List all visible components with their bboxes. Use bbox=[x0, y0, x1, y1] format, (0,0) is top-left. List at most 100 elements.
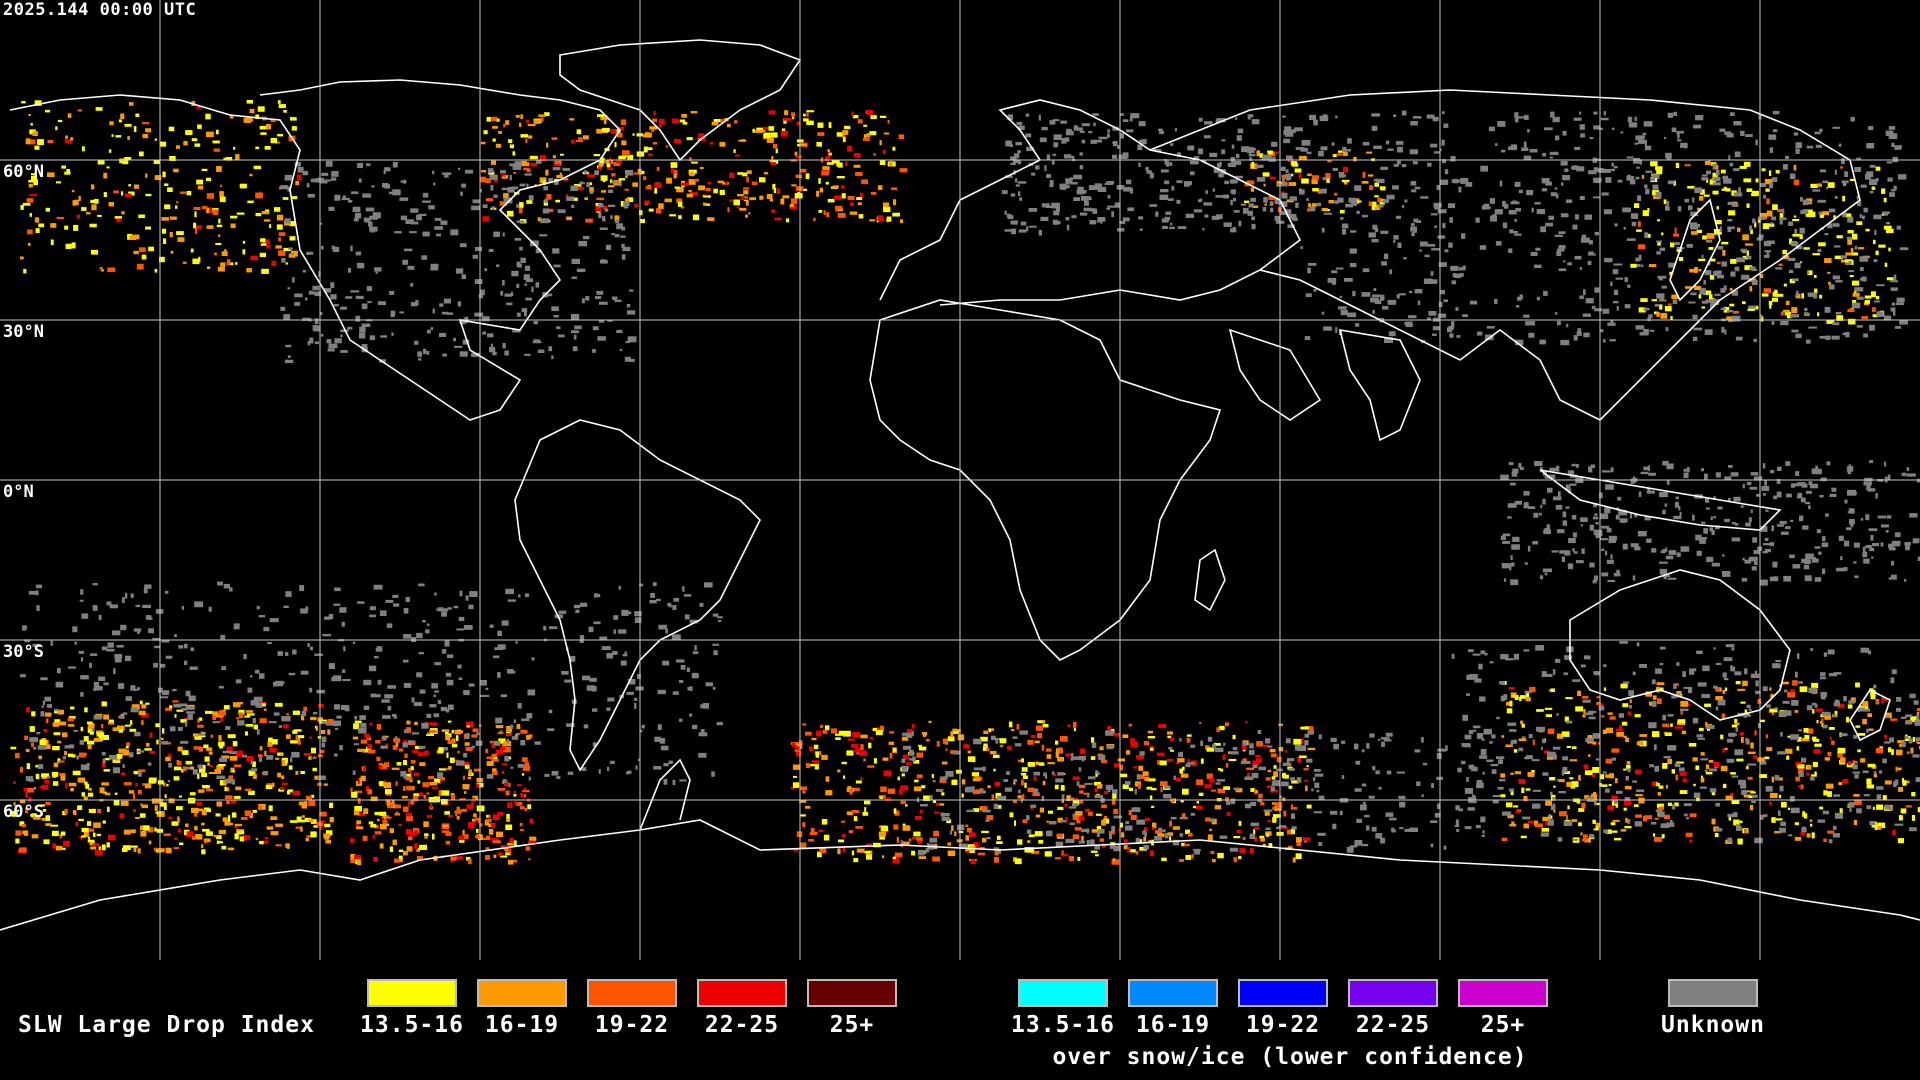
unknown-cloud-pixel bbox=[1863, 558, 1870, 564]
unknown-cloud-pixel bbox=[1598, 705, 1605, 711]
slw-cloud-pixel bbox=[1167, 735, 1172, 739]
unknown-cloud-pixel bbox=[1502, 222, 1508, 229]
slw-cloud-pixel bbox=[406, 816, 413, 822]
unknown-cloud-pixel bbox=[1664, 503, 1667, 507]
unknown-cloud-pixel bbox=[1354, 185, 1362, 191]
unknown-cloud-pixel bbox=[1583, 332, 1590, 338]
slw-cloud-pixel bbox=[1635, 814, 1642, 818]
unknown-cloud-pixel bbox=[419, 689, 426, 694]
slw-cloud-pixel bbox=[1675, 162, 1680, 169]
slw-cloud-pixel bbox=[149, 732, 153, 738]
slw-cloud-pixel bbox=[817, 852, 821, 855]
unknown-cloud-pixel bbox=[1912, 754, 1920, 758]
slw-cloud-pixel bbox=[529, 836, 537, 841]
slw-cloud-pixel bbox=[173, 766, 182, 771]
unknown-cloud-pixel bbox=[1754, 559, 1758, 565]
unknown-cloud-pixel bbox=[1408, 315, 1417, 319]
unknown-cloud-pixel bbox=[1409, 290, 1413, 294]
slw-cloud-pixel bbox=[772, 144, 778, 149]
unknown-cloud-pixel bbox=[1093, 139, 1103, 143]
unknown-cloud-pixel bbox=[1693, 792, 1701, 798]
slw-cloud-pixel bbox=[278, 237, 281, 242]
unknown-cloud-pixel bbox=[1525, 755, 1533, 760]
unknown-cloud-pixel bbox=[1895, 302, 1904, 306]
slw-cloud-pixel bbox=[41, 817, 47, 821]
unknown-cloud-pixel bbox=[1789, 796, 1795, 802]
slw-cloud-pixel bbox=[1730, 772, 1736, 775]
unknown-cloud-pixel bbox=[1038, 114, 1041, 121]
slw-cloud-pixel bbox=[822, 729, 828, 734]
slw-cloud-pixel bbox=[1870, 689, 1876, 696]
unknown-cloud-pixel bbox=[1665, 152, 1672, 159]
unknown-cloud-pixel bbox=[1649, 329, 1655, 332]
slw-cloud-pixel bbox=[268, 805, 273, 812]
unknown-cloud-pixel bbox=[556, 776, 561, 779]
slw-cloud-pixel bbox=[296, 816, 302, 821]
slw-cloud-pixel bbox=[1769, 304, 1772, 309]
slw-cloud-pixel bbox=[681, 114, 687, 118]
unknown-cloud-pixel bbox=[1122, 119, 1129, 122]
slw-cloud-pixel bbox=[769, 160, 772, 163]
slw-cloud-pixel bbox=[506, 726, 513, 732]
slw-cloud-pixel bbox=[232, 769, 235, 773]
slw-cloud-pixel bbox=[509, 838, 514, 843]
slw-cloud-pixel bbox=[206, 788, 214, 792]
unknown-cloud-pixel bbox=[1861, 215, 1865, 220]
slw-cloud-pixel bbox=[1750, 804, 1754, 811]
slw-cloud-pixel bbox=[396, 762, 402, 766]
slw-cloud-pixel bbox=[816, 190, 820, 197]
unknown-cloud-pixel bbox=[1011, 228, 1017, 235]
slw-cloud-pixel bbox=[749, 197, 756, 201]
slw-cloud-pixel bbox=[1836, 235, 1843, 239]
slw-cloud-pixel bbox=[524, 762, 529, 766]
slw-cloud-pixel bbox=[1514, 695, 1519, 700]
slw-cloud-pixel bbox=[1062, 772, 1066, 776]
unknown-cloud-pixel bbox=[1486, 326, 1495, 329]
slw-cloud-pixel bbox=[1698, 727, 1704, 732]
unknown-cloud-pixel bbox=[336, 715, 342, 719]
unknown-cloud-pixel bbox=[1007, 214, 1014, 220]
unknown-cloud-pixel bbox=[1409, 149, 1418, 155]
unknown-cloud-pixel bbox=[1711, 562, 1720, 567]
slw-cloud-pixel bbox=[1708, 160, 1711, 166]
unknown-cloud-pixel bbox=[1112, 126, 1119, 131]
unknown-cloud-pixel bbox=[1627, 768, 1631, 773]
unknown-cloud-pixel bbox=[1602, 308, 1610, 314]
slw-cloud-pixel bbox=[196, 801, 202, 806]
unknown-cloud-pixel bbox=[1731, 202, 1739, 207]
unknown-cloud-pixel bbox=[1238, 220, 1242, 227]
slw-cloud-pixel bbox=[1514, 771, 1521, 775]
unknown-cloud-pixel bbox=[700, 729, 705, 735]
slw-cloud-pixel bbox=[194, 834, 203, 840]
slw-cloud-pixel bbox=[1518, 738, 1527, 742]
unknown-cloud-pixel bbox=[1593, 177, 1602, 183]
unknown-cloud-pixel bbox=[1736, 257, 1745, 263]
unknown-cloud-pixel bbox=[1282, 115, 1286, 118]
unknown-cloud-pixel bbox=[1339, 295, 1343, 299]
slw-cloud-pixel bbox=[939, 803, 945, 806]
slw-cloud-pixel bbox=[1720, 765, 1728, 772]
slw-cloud-pixel bbox=[1661, 834, 1665, 839]
unknown-cloud-pixel bbox=[1305, 293, 1312, 298]
slw-cloud-pixel bbox=[664, 198, 672, 203]
unknown-cloud-pixel bbox=[1751, 280, 1758, 286]
unknown-cloud-pixel bbox=[1555, 135, 1560, 141]
slw-cloud-pixel bbox=[433, 796, 441, 803]
unknown-cloud-pixel bbox=[1592, 733, 1600, 739]
slw-cloud-pixel bbox=[93, 737, 101, 742]
slw-cloud-pixel bbox=[144, 784, 152, 789]
slw-cloud-pixel bbox=[353, 723, 360, 730]
slw-cloud-pixel bbox=[229, 756, 238, 761]
unknown-cloud-pixel bbox=[1659, 247, 1666, 251]
slw-cloud-pixel bbox=[278, 104, 286, 109]
slw-cloud-pixel bbox=[34, 100, 42, 106]
unknown-cloud-pixel bbox=[20, 674, 26, 678]
slw-cloud-pixel bbox=[540, 155, 547, 161]
unknown-cloud-pixel bbox=[1053, 210, 1060, 216]
slw-cloud-pixel bbox=[155, 723, 161, 728]
slw-cloud-pixel bbox=[1151, 788, 1157, 791]
unknown-cloud-pixel bbox=[1138, 162, 1141, 167]
slw-cloud-pixel bbox=[1850, 248, 1854, 254]
unknown-cloud-pixel bbox=[1896, 707, 1901, 712]
unknown-cloud-pixel bbox=[1788, 834, 1793, 837]
